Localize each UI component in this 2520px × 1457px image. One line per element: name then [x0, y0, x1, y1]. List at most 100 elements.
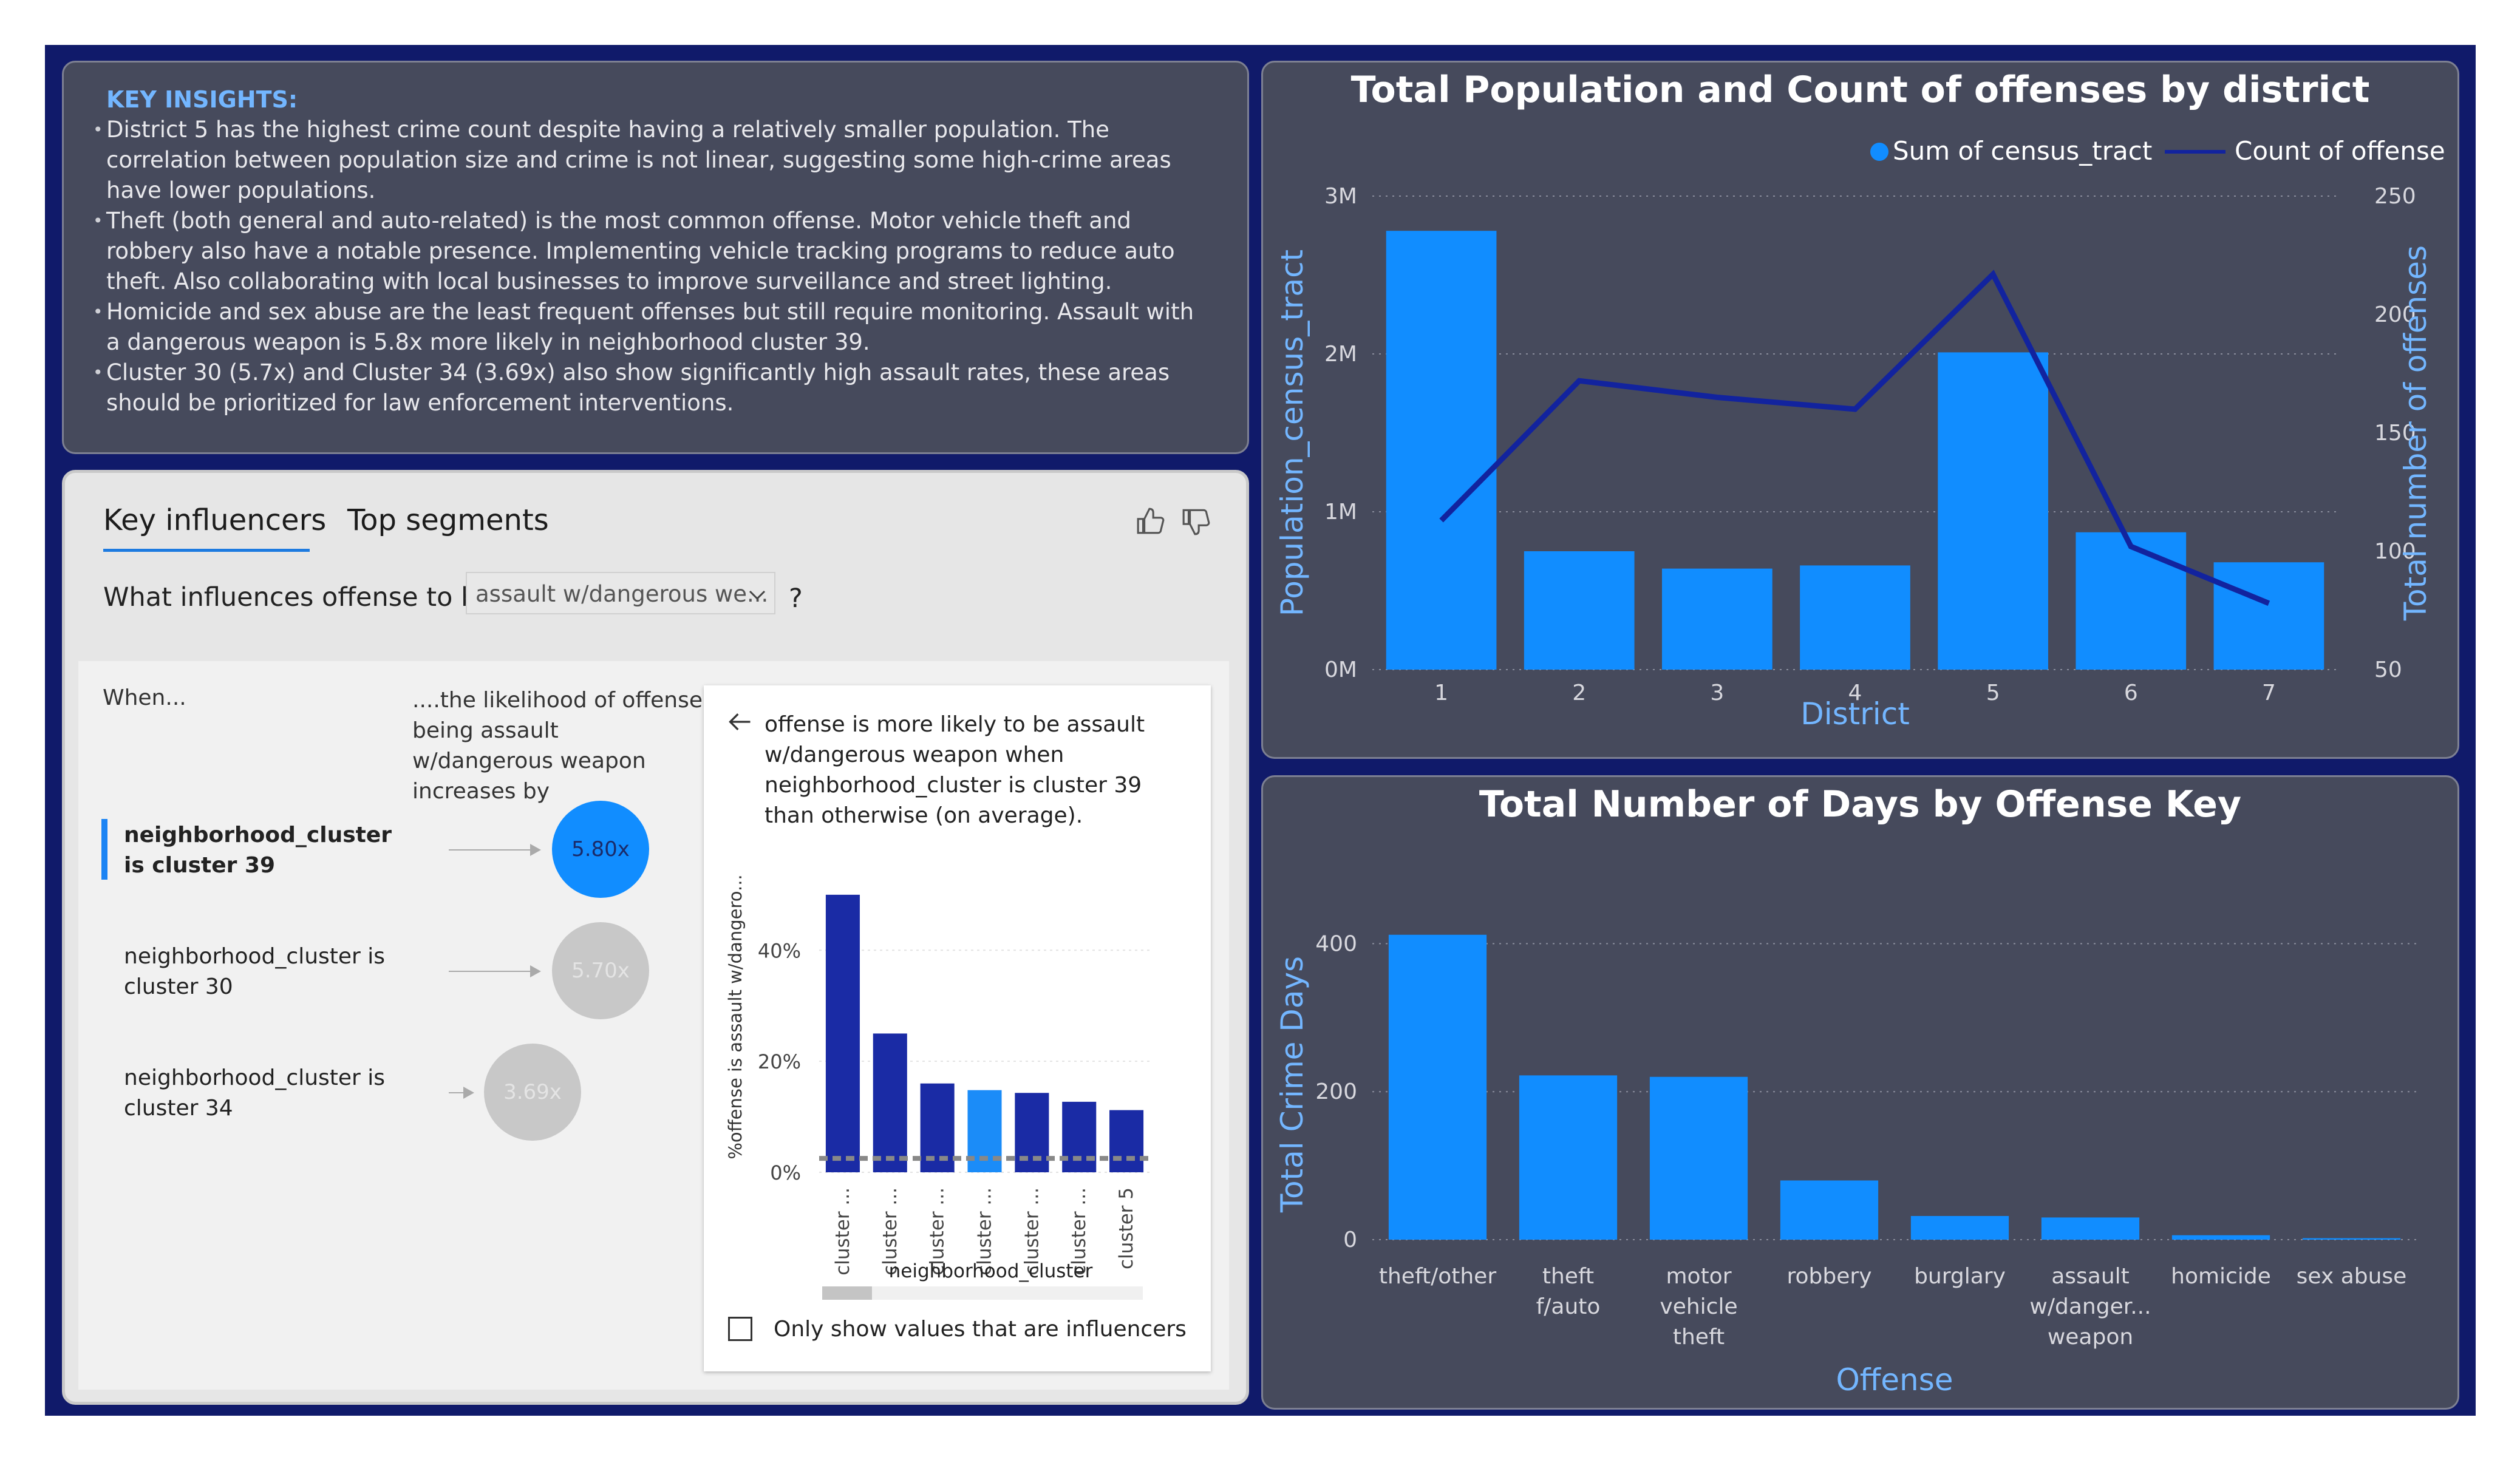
insight-line: a dangerous weapon is 5.8x more likely i… [106, 329, 870, 355]
x-tick-label: theft/other [1379, 1264, 1496, 1289]
legend-marker-bar [1870, 143, 1888, 161]
bar [1938, 352, 2048, 670]
influence-question: What influences offense to be [103, 582, 494, 613]
detail-description: offense is more likely to be assault w/d… [765, 712, 1145, 828]
x-tick-label: 6 [2124, 681, 2138, 705]
x-tick-label: sex abuse [2297, 1264, 2407, 1289]
arrow-icon [449, 965, 541, 977]
bar [1109, 1110, 1144, 1172]
chart-title: Total Population and Count of offenses b… [1350, 69, 2370, 111]
bar [1800, 565, 1910, 670]
question-mark: ? [789, 583, 803, 614]
arrow-icon [449, 844, 541, 856]
x-tick-label: theft [1673, 1325, 1725, 1350]
y2-tick-label: 200 [2374, 302, 2416, 327]
x-tick-label: cluster ... [974, 1187, 996, 1275]
bar [1388, 934, 1487, 1240]
days-chart-svg: 0 200 400 theft/other theft f/auto motor vehicl… [1275, 931, 2417, 1398]
influence-bubble[interactable]: 5.70x [552, 922, 649, 1019]
x-tick-label: cluster ... [879, 1187, 901, 1275]
days-by-offense-chart: Total Number of Days by Offense Key 0 200… [1261, 775, 2459, 1410]
x-tick-label: vehicle [1660, 1294, 1737, 1319]
influencer-label: neighborhood_cluster is cluster 30 [124, 944, 386, 999]
x-axis-title: Offense [1836, 1362, 1953, 1398]
x-tick-label: burglary [1914, 1264, 2006, 1289]
legend-label: Sum of census_tract [1893, 136, 2152, 166]
influencer-label: neighborhood_cluster is cluster 34 [124, 1065, 386, 1121]
bar [2076, 532, 2187, 670]
insight-line: have lower populations. [106, 177, 376, 203]
x-tick-label: motor [1666, 1264, 1731, 1289]
influencers-body: When... ....the likelihood of offense be… [78, 661, 1229, 1390]
y-tick-label: 2M [1324, 342, 1357, 367]
active-tab-indicator [103, 549, 310, 552]
x-tick-label: 7 [2262, 681, 2276, 705]
y-tick-label: 400 [1315, 931, 1357, 956]
bar [2302, 1238, 2401, 1240]
bar [1524, 551, 1635, 670]
x-tick-label: f/auto [1536, 1294, 1601, 1319]
thumbs-down-icon[interactable] [1179, 506, 1213, 544]
x-tick-label: 1 [1434, 681, 1448, 705]
bar [1062, 1101, 1097, 1172]
chart-scrollbar-thumb[interactable] [822, 1286, 872, 1300]
influencer-row[interactable]: neighborhood_cluster is cluster 34 3.69x [78, 1038, 692, 1141]
dropdown-value: assault w/dangerous we... [475, 581, 769, 607]
x-tick-label: 5 [1986, 681, 2000, 705]
insight-line: • District 5 has the highest crime count … [93, 117, 1109, 143]
bar [1662, 568, 1773, 670]
thumbs-up-icon[interactable] [1134, 506, 1168, 544]
x-tick-label: homicide [2171, 1264, 2271, 1289]
y-axis-title: Population_census_tract [1275, 250, 1310, 616]
x-axis-title: District [1800, 696, 1910, 732]
influence-bubble[interactable]: 5.80x [552, 801, 649, 898]
y-tick-label: 1M [1324, 500, 1357, 525]
x-tick-label: w/danger... [2029, 1294, 2151, 1319]
legend-label: Count of offense [2235, 136, 2445, 166]
dashboard-canvas: KEY INSIGHTS: • District 5 has the highes… [45, 45, 2476, 1416]
tab-key-influencers[interactable]: Key influencers [103, 503, 327, 537]
key-insights-panel: KEY INSIGHTS: • District 5 has the highes… [62, 61, 1249, 454]
bar [1519, 1075, 1618, 1240]
x-tick-label: weapon [2048, 1325, 2133, 1350]
tab-top-segments[interactable]: Top segments [347, 503, 549, 537]
bar [2041, 1217, 2140, 1240]
only-influencers-checkbox[interactable] [728, 1317, 752, 1341]
y2-axis-title: Total number of offenses [2398, 245, 2433, 621]
influencer-row[interactable]: neighborhood_cluster is cluster 39 5.80x [78, 795, 692, 898]
x-tick-label: cluster ... [832, 1187, 854, 1275]
bar [920, 1083, 955, 1172]
bar [825, 894, 860, 1172]
influence-bubble[interactable]: 3.69x [484, 1044, 581, 1141]
when-label: When... [103, 685, 186, 710]
influencer-label: neighborhood_cluster is cluster 39 [124, 823, 392, 878]
back-arrow-icon[interactable] [727, 708, 754, 742]
y-tick-label: 0 [1343, 1228, 1357, 1252]
insights-title: KEY INSIGHTS: [106, 86, 298, 113]
selected-indicator [101, 819, 107, 880]
key-influencers-visual: Key influencers Top segments What influe… [62, 470, 1249, 1405]
insight-line: theft. Also collaborating with local bus… [106, 268, 1112, 294]
y-axis-title: %offense is assault w/dangero... [725, 874, 746, 1159]
insight-line: correlation between population size and … [106, 147, 1171, 173]
chart-scrollbar-track[interactable] [822, 1286, 1143, 1300]
x-tick-label: 2 [1572, 681, 1586, 705]
insight-line: • Homicide and sex abuse are the least fr… [93, 299, 1194, 325]
insight-line: should be prioritized for law enforcemen… [106, 390, 734, 416]
offense-dropdown[interactable]: assault w/dangerous we... [466, 572, 775, 614]
x-tick-label: 3 [1710, 681, 1724, 705]
population-offense-chart: Total Population and Count of offenses b… [1261, 61, 2459, 759]
arrow-icon [449, 1087, 474, 1099]
bar [1649, 1076, 1748, 1240]
y-tick-label: 3M [1324, 184, 1357, 209]
x-tick-label: cluster ... [1021, 1187, 1043, 1275]
bar [1910, 1215, 2009, 1240]
x-tick-label: cluster ... [927, 1187, 948, 1275]
x-tick-label: robbery [1787, 1264, 1872, 1289]
x-tick-label: cluster ... [1068, 1187, 1090, 1275]
y2-tick-label: 250 [2374, 184, 2416, 209]
influencer-row[interactable]: neighborhood_cluster is cluster 30 5.70x [78, 916, 692, 1019]
x-tick-label: cluster 5 [1115, 1187, 1137, 1269]
chevron-down-icon [746, 573, 768, 616]
insight-line: robbery also have a notable presence. Im… [106, 238, 1175, 264]
